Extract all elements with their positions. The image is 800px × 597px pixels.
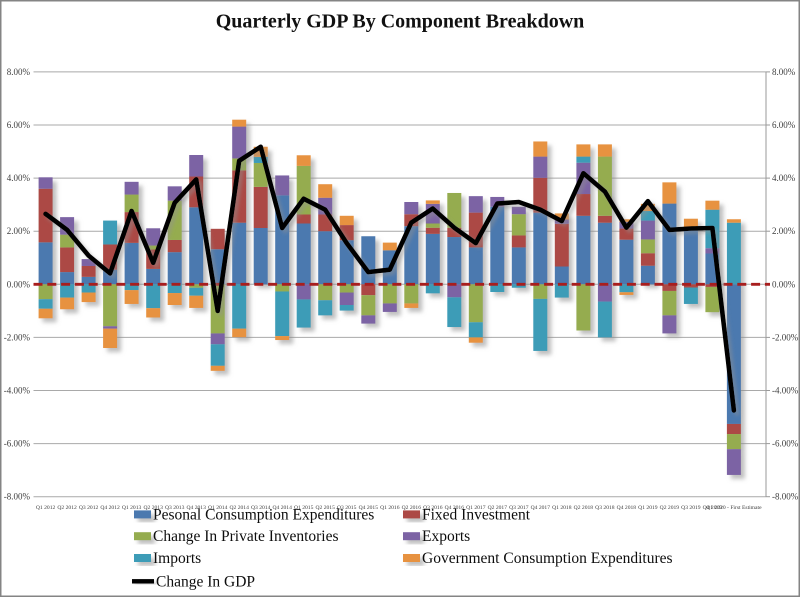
svg-text:Q2 2017: Q2 2017 xyxy=(488,505,508,511)
svg-text:Q3 2017: Q3 2017 xyxy=(509,505,529,511)
svg-text:Q2 2016: Q2 2016 xyxy=(402,505,422,511)
svg-text:-6.00%: -6.00% xyxy=(4,439,31,449)
svg-text:Q2 2012: Q2 2012 xyxy=(57,505,77,511)
svg-text:Q3 2018: Q3 2018 xyxy=(595,505,615,511)
svg-text:Q3 2014: Q3 2014 xyxy=(251,505,271,511)
svg-text:Change In Private Inventories: Change In Private Inventories xyxy=(153,528,339,545)
svg-text:Q4 2019: Q4 2019 xyxy=(703,505,723,511)
svg-text:Government Consumption Expendi: Government Consumption Expenditures xyxy=(422,550,673,567)
svg-text:Q3 2012: Q3 2012 xyxy=(79,505,99,511)
svg-text:Q1 2015: Q1 2015 xyxy=(294,505,314,511)
svg-text:6.00%: 6.00% xyxy=(7,120,31,130)
svg-text:Q1 2013: Q1 2013 xyxy=(122,505,142,511)
svg-text:Q1 2019: Q1 2019 xyxy=(638,505,658,511)
svg-text:Q1 2014: Q1 2014 xyxy=(208,505,228,511)
svg-text:Q2 2018: Q2 2018 xyxy=(574,505,594,511)
svg-text:Q3 2016: Q3 2016 xyxy=(423,505,443,511)
svg-text:2.00%: 2.00% xyxy=(7,226,31,236)
svg-text:Fixed Investment: Fixed Investment xyxy=(422,506,531,523)
svg-text:Exports: Exports xyxy=(422,528,470,545)
svg-text:Q4 2013: Q4 2013 xyxy=(186,505,206,511)
svg-text:8.00%: 8.00% xyxy=(772,67,796,77)
svg-text:-6.00%: -6.00% xyxy=(772,439,799,449)
svg-text:Q2 2015: Q2 2015 xyxy=(315,505,335,511)
svg-text:-4.00%: -4.00% xyxy=(4,386,31,396)
svg-text:Quarterly GDP By Component Bre: Quarterly GDP By Component Breakdown xyxy=(216,11,585,33)
svg-text:Q4 2018: Q4 2018 xyxy=(617,505,637,511)
svg-text:0.00%: 0.00% xyxy=(772,279,796,289)
svg-text:Change In GDP: Change In GDP xyxy=(156,573,255,590)
svg-text:Q4 2012: Q4 2012 xyxy=(100,505,120,511)
svg-text:Q4 2015: Q4 2015 xyxy=(359,505,379,511)
svg-text:-8.00%: -8.00% xyxy=(772,492,799,502)
svg-text:Q1 2016: Q1 2016 xyxy=(380,505,400,511)
svg-text:-2.00%: -2.00% xyxy=(4,332,31,342)
svg-text:Imports: Imports xyxy=(153,550,201,567)
svg-text:Q2 2014: Q2 2014 xyxy=(229,505,249,511)
svg-text:Q4 2017: Q4 2017 xyxy=(531,505,551,511)
svg-text:Q2 2013: Q2 2013 xyxy=(143,505,163,511)
svg-text:Q3 2019: Q3 2019 xyxy=(681,505,701,511)
svg-text:0.00%: 0.00% xyxy=(7,279,31,289)
svg-text:Q1 2017: Q1 2017 xyxy=(466,505,486,511)
svg-text:8.00%: 8.00% xyxy=(7,67,31,77)
svg-text:Q1 2018: Q1 2018 xyxy=(552,505,572,511)
svg-text:6.00%: 6.00% xyxy=(772,120,796,130)
svg-text:-8.00%: -8.00% xyxy=(4,492,31,502)
svg-text:4.00%: 4.00% xyxy=(772,173,796,183)
svg-text:-2.00%: -2.00% xyxy=(772,332,799,342)
svg-text:-4.00%: -4.00% xyxy=(772,386,799,396)
svg-text:Q4 2014: Q4 2014 xyxy=(272,505,292,511)
svg-text:Q2 2019: Q2 2019 xyxy=(660,505,680,511)
svg-text:Q1 2012: Q1 2012 xyxy=(36,505,56,511)
svg-text:2.00%: 2.00% xyxy=(772,226,796,236)
svg-text:Pesonal Consumption Expenditur: Pesonal Consumption Expenditures xyxy=(153,506,374,523)
svg-text:Q3 2015: Q3 2015 xyxy=(337,505,357,511)
svg-text:4.00%: 4.00% xyxy=(7,173,31,183)
svg-text:Q3 2013: Q3 2013 xyxy=(165,505,185,511)
svg-text:Q4 2016: Q4 2016 xyxy=(445,505,465,511)
svg-text:Q1 2020 - First Estimate: Q1 2020 - First Estimate xyxy=(706,505,762,511)
